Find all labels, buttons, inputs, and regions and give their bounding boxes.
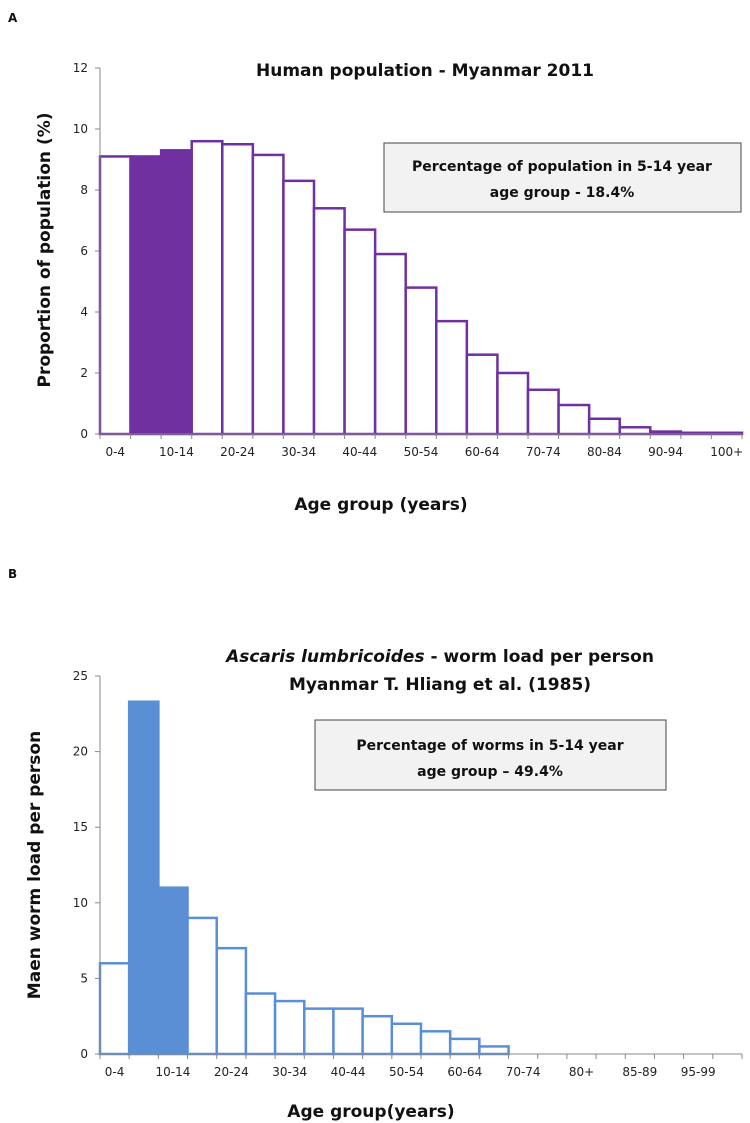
panel-b-title-line-1: Ascaris lumbricoides - worm load per per… bbox=[224, 647, 654, 667]
bar-55-59 bbox=[419, 1030, 452, 1056]
a-y-tick-label: 2 bbox=[80, 366, 88, 380]
bar-60-64 bbox=[448, 1037, 481, 1056]
bar-50-54 bbox=[390, 1022, 423, 1056]
a-y-tick-label: 12 bbox=[73, 61, 88, 75]
a-x-tick-label: 0-4 bbox=[105, 445, 125, 459]
panel-b-annotation-line-1: Percentage of worms in 5-14 year bbox=[356, 738, 623, 754]
panel-a-x-ticks: 0-4 10-14 20-24 30-34 40-44 50-54 60-64 70-74 80… bbox=[99, 434, 743, 459]
panel-b-annotation-line-2: age group – 49.4% bbox=[417, 764, 563, 780]
panel-a-title: Human population - Myanmar 2011 bbox=[256, 61, 594, 81]
panel-a-annotation-line-2: age group - 18.4% bbox=[490, 185, 635, 201]
b-x-tick-label: 70-74 bbox=[506, 1065, 541, 1079]
bar-10-14 bbox=[157, 886, 189, 1056]
panel-a: A Human population - Myanmar 2011 0 2 4 6 8 1… bbox=[8, 11, 744, 515]
bar-85-89 bbox=[618, 426, 652, 436]
b-y-tick-label: 20 bbox=[73, 745, 88, 759]
a-x-tick-label: 40-44 bbox=[342, 445, 377, 459]
panel-b-annotation-box: Percentage of worms in 5-14 year age gro… bbox=[314, 719, 667, 791]
panel-a-y-axis-title: Proportion of population (%) bbox=[35, 112, 55, 387]
panel-b: B Ascaris lumbricoides - worm load per p… bbox=[8, 567, 743, 1122]
panel-b-title-line-2: Myanmar T. Hliang et al. (1985) bbox=[289, 675, 591, 695]
bar-45-49 bbox=[373, 252, 407, 436]
bar-10-14 bbox=[159, 149, 193, 436]
a-y-tick-label: 0 bbox=[80, 427, 88, 441]
b-x-tick-label: 30-34 bbox=[272, 1065, 307, 1079]
panel-b-title-species: Ascaris lumbricoides bbox=[224, 647, 425, 667]
bar-15-19 bbox=[190, 139, 224, 436]
bar-40-44 bbox=[343, 228, 377, 436]
a-x-tick-label: 10-14 bbox=[159, 445, 194, 459]
bar-75-79 bbox=[557, 403, 591, 436]
bar-60-64 bbox=[465, 353, 499, 436]
a-x-tick-label: 20-24 bbox=[220, 445, 255, 459]
bar-25-29 bbox=[251, 153, 285, 436]
b-x-tick-label: 10-14 bbox=[156, 1065, 191, 1079]
bar-0-4 bbox=[98, 155, 132, 436]
bar-5-9 bbox=[127, 700, 160, 1056]
a-x-tick-label: 90-94 bbox=[648, 445, 683, 459]
bar-55-59 bbox=[435, 319, 469, 436]
a-x-tick-label: 60-64 bbox=[465, 445, 500, 459]
bar-30-34 bbox=[282, 179, 316, 436]
b-x-tick-label: 85-89 bbox=[622, 1065, 657, 1079]
panel-a-annotation-rect bbox=[383, 142, 742, 213]
b-x-tick-label: 50-54 bbox=[389, 1065, 424, 1079]
bar-15-19 bbox=[186, 916, 218, 1056]
panel-a-bars bbox=[98, 139, 744, 436]
panel-a-annotation-line-1: Percentage of population in 5-14 year bbox=[412, 159, 712, 175]
panel-a-letter: A bbox=[8, 11, 18, 25]
bar-50-54 bbox=[404, 286, 438, 436]
panel-b-annotation-rect bbox=[314, 719, 667, 791]
b-y-tick-label: 15 bbox=[73, 820, 88, 834]
bar-35-39 bbox=[312, 207, 346, 436]
bar-40-44 bbox=[332, 1007, 364, 1056]
panel-b-x-axis-title: Age group(years) bbox=[287, 1102, 454, 1122]
a-y-tick-label: 4 bbox=[80, 305, 88, 319]
b-x-tick-label: 40-44 bbox=[331, 1065, 366, 1079]
a-x-tick-label: 30-34 bbox=[281, 445, 316, 459]
b-y-tick-label: 25 bbox=[73, 669, 88, 683]
bar-20-24 bbox=[215, 946, 248, 1056]
b-x-tick-label: 95-99 bbox=[681, 1065, 716, 1079]
bar-5-9 bbox=[129, 155, 163, 436]
b-x-tick-label: 60-64 bbox=[447, 1065, 482, 1079]
a-y-tick-label: 10 bbox=[73, 122, 88, 136]
panel-b-y-axis-title: Maen worm load per person bbox=[25, 731, 45, 999]
bar-65-69 bbox=[496, 371, 530, 436]
panel-b-title-rest: - worm load per person bbox=[425, 647, 654, 667]
b-y-tick-label: 10 bbox=[73, 896, 88, 910]
a-y-tick-label: 8 bbox=[80, 183, 88, 197]
bar-30-34 bbox=[273, 999, 306, 1056]
panel-b-letter: B bbox=[8, 567, 17, 581]
panel-b-x-ticks: 0-4 10-14 20-24 30-34 40-44 50-54 60-64 70-74 80… bbox=[99, 1054, 743, 1079]
a-y-tick-label: 6 bbox=[80, 244, 88, 258]
a-x-tick-label: 70-74 bbox=[526, 445, 561, 459]
panel-a-x-axis-title: Age group (years) bbox=[294, 495, 467, 515]
bar-25-29 bbox=[244, 992, 277, 1056]
b-x-tick-label: 0-4 bbox=[105, 1065, 125, 1079]
a-x-tick-label: 80-84 bbox=[587, 445, 622, 459]
bar-45-49 bbox=[361, 1014, 394, 1056]
panel-a-annotation-box: Percentage of population in 5-14 year ag… bbox=[383, 142, 742, 213]
bar-35-39 bbox=[303, 1007, 335, 1056]
b-x-tick-label: 80+ bbox=[569, 1065, 594, 1079]
b-x-tick-label: 20-24 bbox=[214, 1065, 249, 1079]
b-y-tick-label: 0 bbox=[80, 1047, 88, 1061]
bar-20-24 bbox=[221, 143, 255, 436]
panel-b-y-ticks: 0 5 10 15 20 25 bbox=[73, 669, 100, 1061]
bar-80-84 bbox=[587, 417, 621, 436]
bar-70-74 bbox=[526, 388, 560, 436]
bar-65-69 bbox=[478, 1045, 510, 1056]
b-y-tick-label: 5 bbox=[80, 971, 88, 985]
a-x-tick-label: 50-54 bbox=[404, 445, 439, 459]
panel-a-y-ticks: 0 2 4 6 8 10 12 bbox=[73, 61, 100, 441]
a-x-tick-label: 100+ bbox=[710, 445, 743, 459]
bar-0-4 bbox=[98, 962, 131, 1056]
